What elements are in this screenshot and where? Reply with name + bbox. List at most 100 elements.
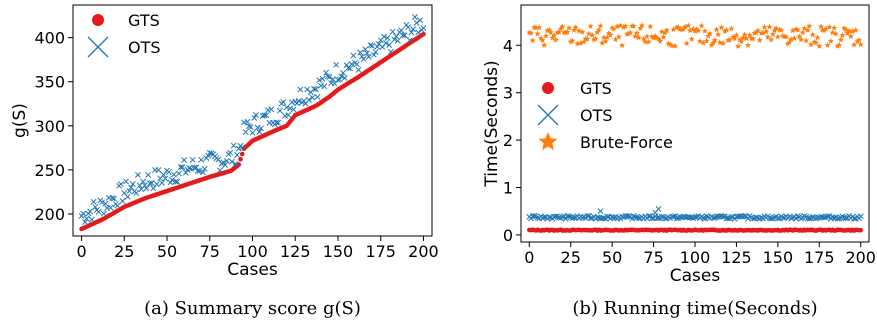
marker-ots bbox=[336, 76, 343, 83]
marker-brute-force bbox=[839, 32, 846, 38]
marker-ots bbox=[341, 75, 348, 81]
marker-brute-force bbox=[761, 23, 768, 30]
marker-ots bbox=[90, 198, 97, 205]
marker-brute-force bbox=[647, 23, 654, 30]
marker-brute-force bbox=[614, 23, 621, 30]
marker-ots bbox=[196, 167, 203, 174]
x-tick-label: 150 bbox=[763, 248, 794, 267]
marker-ots bbox=[333, 61, 340, 68]
marker-ots bbox=[176, 170, 182, 177]
legend-label: GTS bbox=[580, 79, 612, 98]
marker-brute-force bbox=[822, 25, 829, 32]
y-tick-label: 2 bbox=[503, 131, 513, 150]
marker-ots bbox=[564, 213, 571, 219]
marker-ots bbox=[182, 169, 189, 176]
marker-brute-force bbox=[592, 35, 599, 42]
marker-brute-force bbox=[711, 37, 718, 43]
marker-brute-force bbox=[686, 27, 694, 34]
y-tick-label: 0 bbox=[503, 226, 513, 245]
marker-ots bbox=[768, 215, 775, 222]
y-tick-label: 400 bbox=[34, 29, 65, 48]
marker-brute-force bbox=[529, 37, 536, 44]
marker-ots bbox=[693, 213, 700, 220]
marker-ots bbox=[670, 213, 677, 220]
marker-brute-force bbox=[602, 38, 609, 44]
marker-brute-force bbox=[597, 22, 604, 29]
marker-brute-force bbox=[534, 30, 541, 37]
marker-ots bbox=[227, 149, 234, 156]
marker-ots bbox=[340, 69, 347, 76]
chart-a-legend: GTS OTS bbox=[87, 11, 161, 58]
marker-brute-force bbox=[713, 26, 720, 33]
marker-ots bbox=[680, 213, 687, 220]
marker-brute-force bbox=[774, 33, 781, 40]
chart-a-ticks: 0 25 50 75 100 125 150 175 200 200 250 300 350 400 bbox=[34, 29, 438, 261]
marker-ots bbox=[150, 185, 157, 192]
marker-ots bbox=[145, 171, 152, 178]
legend-marker-ots bbox=[87, 36, 109, 58]
marker-ots bbox=[417, 17, 423, 24]
marker-brute-force bbox=[849, 28, 856, 34]
marker-brute-force bbox=[832, 30, 839, 37]
marker-brute-force bbox=[701, 27, 708, 34]
marker-ots bbox=[87, 208, 94, 215]
marker-ots bbox=[534, 214, 541, 221]
marker-ots bbox=[314, 93, 321, 100]
marker-ots bbox=[584, 213, 591, 219]
marker-brute-force bbox=[731, 35, 738, 42]
marker-ots bbox=[410, 26, 417, 33]
marker-brute-force bbox=[851, 41, 858, 48]
marker-brute-force bbox=[824, 42, 831, 48]
x-tick-label: 75 bbox=[200, 242, 220, 261]
marker-ots bbox=[745, 215, 751, 222]
legend-marker-ots bbox=[537, 104, 559, 126]
marker-brute-force bbox=[756, 37, 763, 43]
marker-ots bbox=[750, 215, 756, 222]
marker-brute-force bbox=[856, 36, 863, 43]
marker-ots bbox=[793, 215, 800, 222]
marker-ots bbox=[673, 215, 680, 222]
marker-brute-force bbox=[574, 40, 581, 47]
legend-label: GTS bbox=[128, 11, 160, 30]
marker-ots bbox=[206, 149, 213, 156]
marker-ots bbox=[261, 112, 268, 119]
marker-ots bbox=[234, 152, 241, 158]
marker-ots bbox=[655, 214, 662, 221]
marker-brute-force bbox=[624, 31, 631, 37]
marker-ots bbox=[295, 97, 302, 104]
marker-brute-force bbox=[821, 27, 828, 33]
marker-ots bbox=[170, 171, 177, 178]
marker-brute-force bbox=[826, 23, 833, 30]
marker-ots bbox=[788, 215, 795, 222]
marker-brute-force bbox=[735, 42, 742, 49]
marker-ots bbox=[297, 86, 304, 93]
marker-ots bbox=[539, 215, 546, 221]
marker-ots bbox=[338, 73, 345, 80]
marker-brute-force bbox=[569, 37, 576, 44]
marker-brute-force bbox=[620, 24, 627, 31]
marker-ots bbox=[129, 181, 136, 188]
marker-ots bbox=[119, 198, 126, 204]
marker-brute-force bbox=[809, 31, 816, 38]
marker-ots bbox=[95, 208, 102, 215]
marker-ots bbox=[312, 86, 319, 93]
marker-ots bbox=[153, 181, 160, 188]
marker-ots bbox=[546, 214, 553, 221]
marker-ots bbox=[275, 119, 282, 126]
marker-brute-force bbox=[754, 27, 762, 34]
marker-ots bbox=[821, 214, 828, 221]
marker-brute-force bbox=[728, 25, 735, 32]
marker-ots bbox=[531, 212, 538, 219]
marker-brute-force bbox=[532, 24, 539, 31]
marker-ots bbox=[562, 215, 569, 222]
marker-brute-force bbox=[836, 41, 843, 48]
marker-brute-force bbox=[556, 29, 563, 35]
legend-marker-gts bbox=[92, 14, 104, 26]
marker-brute-force bbox=[738, 38, 745, 45]
marker-brute-force bbox=[720, 40, 727, 47]
marker-ots bbox=[201, 165, 208, 172]
marker-ots bbox=[222, 162, 229, 168]
marker-ots bbox=[834, 215, 841, 222]
marker-ots bbox=[111, 195, 117, 202]
marker-ots bbox=[391, 36, 398, 43]
